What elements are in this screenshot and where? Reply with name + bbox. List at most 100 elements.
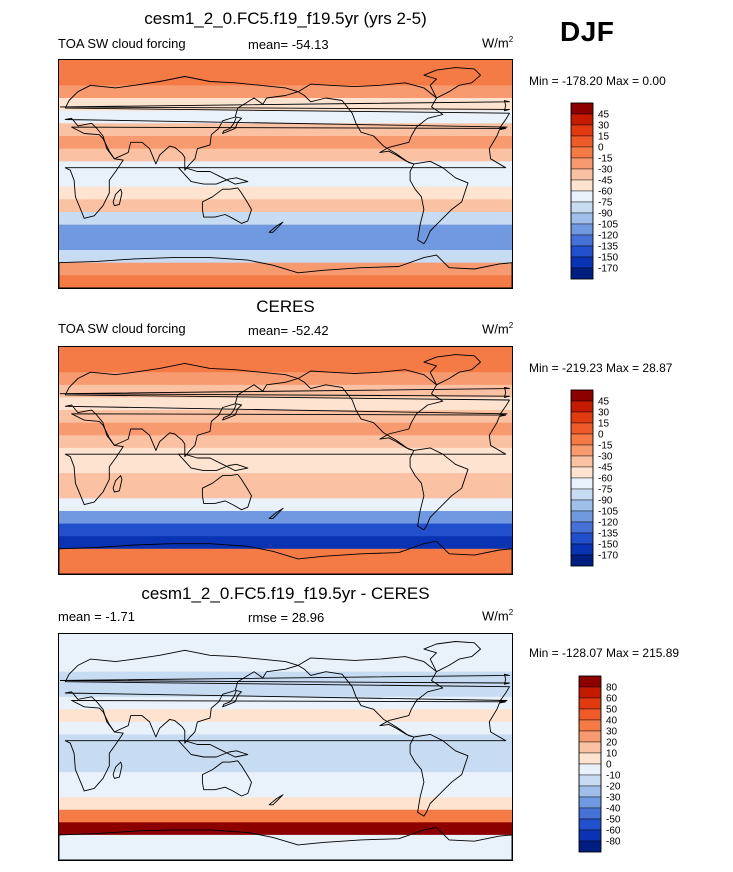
panel-2-minmax: Min = -219.23 Max = 28.87	[529, 361, 673, 375]
zonal-band	[59, 561, 512, 574]
panel-1-title: cesm1_2_0.FC5.f19_f19.5yr (yrs 2-5)	[144, 9, 427, 28]
europe-asia-coastline	[64, 649, 510, 744]
colorbar-tick-label: -90	[598, 496, 613, 507]
zonal-band	[59, 747, 512, 761]
zonal-band	[59, 237, 512, 251]
zonal-band	[59, 759, 512, 773]
panel-3-minmax: Min = -128.07 Max = 215.89	[529, 646, 680, 660]
colorbar-tick-label: -75	[598, 198, 613, 209]
panel-1-colorbar: 45 30 15 0 -15 -30 -45 -60 -75 -90 -105 -120 -135 -15…	[570, 102, 631, 285]
colorbar-box	[570, 554, 594, 567]
panel-2-title: CERES	[256, 297, 315, 316]
colorbar-tick-label: -120	[598, 518, 618, 529]
zonal-band	[59, 523, 512, 537]
panel-1-mean: mean= -54.13	[248, 37, 329, 52]
colorbar-box	[570, 135, 594, 148]
zonal-band	[59, 72, 512, 86]
zonal-band	[59, 772, 512, 786]
zonal-band	[59, 435, 512, 449]
colorbar-tick-label: 30	[606, 727, 618, 738]
greenland-coastline	[423, 67, 481, 99]
zonal-band	[59, 510, 512, 525]
panel-3-map-plot	[59, 634, 512, 860]
panel-3-mean: mean = -1.71	[58, 609, 135, 624]
colorbar-tick-label: -60	[598, 187, 613, 198]
colorbar-box	[570, 234, 594, 247]
zonal-band	[59, 784, 512, 798]
zonal-band	[59, 498, 512, 512]
colorbar-box	[578, 763, 602, 776]
panel-3-rmse: rmse = 28.96	[248, 610, 325, 625]
colorbar-box	[578, 708, 602, 721]
colorbar-box	[570, 532, 594, 545]
colorbar-box	[578, 719, 602, 732]
europe-asia-coastline	[64, 362, 510, 458]
colorbar-tick-label: -30	[598, 165, 613, 176]
colorbar-box	[578, 741, 602, 754]
panel-2-map-plot	[59, 347, 512, 574]
colorbar-tick-label: 10	[606, 749, 618, 760]
north-america-coastline	[297, 82, 444, 165]
colorbar-box	[570, 444, 594, 457]
greenland-coastline	[423, 354, 481, 386]
colorbar-box	[570, 102, 594, 115]
colorbar-tick-label: 45	[598, 110, 610, 121]
colorbar-box	[570, 267, 594, 280]
colorbar-box	[570, 411, 594, 424]
panel-2-mean: mean= -52.42	[248, 323, 329, 338]
zonal-band	[59, 646, 512, 660]
colorbar-box	[570, 212, 594, 225]
colorbar-tick-label: -45	[598, 176, 613, 187]
colorbar-tick-label: -105	[598, 507, 618, 518]
colorbar-box	[570, 223, 594, 236]
panel-2-units: W/m2	[482, 321, 514, 337]
panel-1-units: W/m2	[482, 35, 514, 51]
colorbar-tick-label: -45	[598, 463, 613, 474]
indonesia-coastline	[178, 740, 249, 758]
colorbar-box	[570, 477, 594, 490]
zonal-band	[59, 148, 512, 162]
zonal-band	[59, 174, 512, 188]
north-america-coastline	[297, 369, 444, 451]
zonal-band	[59, 250, 512, 264]
zonal-band	[59, 397, 512, 411]
antarctica-coastline	[59, 540, 512, 574]
colorbar-tick-label: 20	[606, 738, 618, 749]
colorbar-box	[570, 521, 594, 534]
colorbar-box	[570, 400, 594, 413]
colorbar-box	[570, 433, 594, 446]
africa-coastline	[64, 413, 507, 506]
panel-1-map-plot	[59, 60, 512, 288]
colorbar-box	[570, 510, 594, 523]
zonal-band	[59, 199, 512, 213]
colorbar-box	[578, 796, 602, 809]
zonal-band	[59, 372, 512, 386]
zonal-band	[59, 422, 512, 436]
zonal-band	[59, 709, 512, 723]
colorbar-box	[570, 201, 594, 214]
africa-coastline	[64, 126, 507, 219]
colorbar-tick-label: 60	[606, 694, 618, 705]
zonal-band	[59, 847, 512, 860]
zonal-band	[59, 797, 512, 811]
colorbar-tick-label: -75	[598, 485, 613, 496]
colorbar-tick-label: 50	[606, 705, 618, 716]
colorbar-box	[578, 697, 602, 710]
colorbar-box	[578, 752, 602, 765]
colorbar-tick-label: 45	[598, 397, 610, 408]
colorbar-tick-label: -90	[598, 209, 613, 220]
colorbar-tick-label: -20	[606, 782, 621, 793]
colorbar-tick-label: -135	[598, 242, 618, 253]
australia-coastline	[201, 760, 252, 797]
colorbar-box	[570, 499, 594, 512]
panel-2-map	[58, 346, 513, 575]
madagascar-coastline	[112, 188, 123, 207]
madagascar-coastline	[112, 475, 123, 493]
colorbar-tick-label: -80	[606, 837, 621, 848]
colorbar-box	[570, 146, 594, 159]
uk-coastline	[59, 100, 510, 112]
colorbar-box	[570, 422, 594, 435]
colorbar-box	[578, 675, 602, 688]
zonal-band	[59, 721, 512, 736]
zonal-band	[59, 659, 512, 673]
